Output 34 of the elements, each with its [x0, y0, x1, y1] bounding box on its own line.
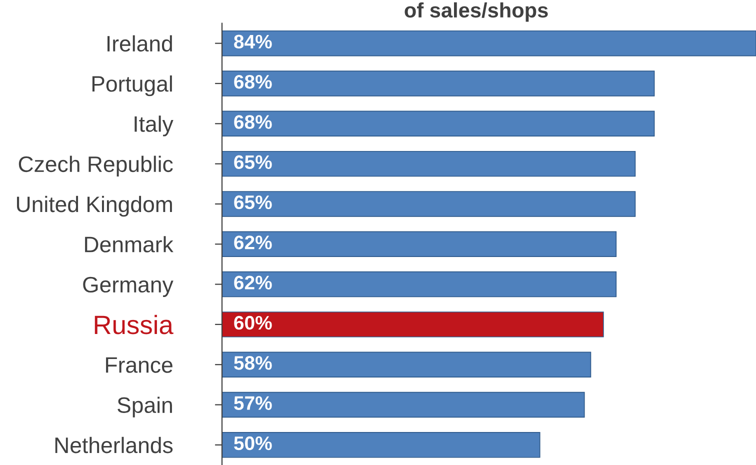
bar — [222, 312, 604, 338]
data-label: 60% — [234, 316, 272, 330]
data-label: 58% — [234, 356, 272, 370]
bar — [222, 191, 636, 217]
data-label: 62% — [234, 276, 272, 290]
data-label: 65% — [234, 155, 272, 170]
y-tick-label: Portugal — [92, 75, 172, 96]
bar — [222, 271, 617, 298]
y-tick-label: Czech Republic — [18, 156, 173, 176]
y-tick-label: France — [106, 357, 172, 373]
bar — [222, 392, 585, 418]
bar — [222, 110, 655, 137]
y-tick-label: Denmark — [85, 236, 174, 252]
data-label: 65% — [234, 195, 272, 210]
bar — [222, 352, 592, 378]
y-tick-label: Germany — [83, 276, 174, 297]
bar — [222, 150, 636, 177]
bar — [222, 30, 756, 56]
y-tick-label: Netherlands — [55, 436, 173, 454]
data-label: 50% — [234, 436, 272, 450]
bar — [222, 432, 540, 458]
data-label: 68% — [234, 74, 272, 89]
y-tick-label: Spain — [118, 396, 172, 418]
data-label: 68% — [234, 115, 272, 129]
data-label: 62% — [234, 236, 272, 250]
y-tick-label: Italy — [134, 116, 174, 136]
bar — [222, 231, 617, 257]
y-tick-label: Russia — [94, 314, 174, 334]
y-tick-label: United Kingdom — [16, 196, 172, 217]
y-tick-label: Ireland — [108, 35, 172, 52]
bar — [222, 70, 655, 96]
data-label: 57% — [234, 396, 272, 410]
chart-title: of sales/shops — [404, 2, 548, 22]
data-label: 84% — [234, 34, 272, 49]
